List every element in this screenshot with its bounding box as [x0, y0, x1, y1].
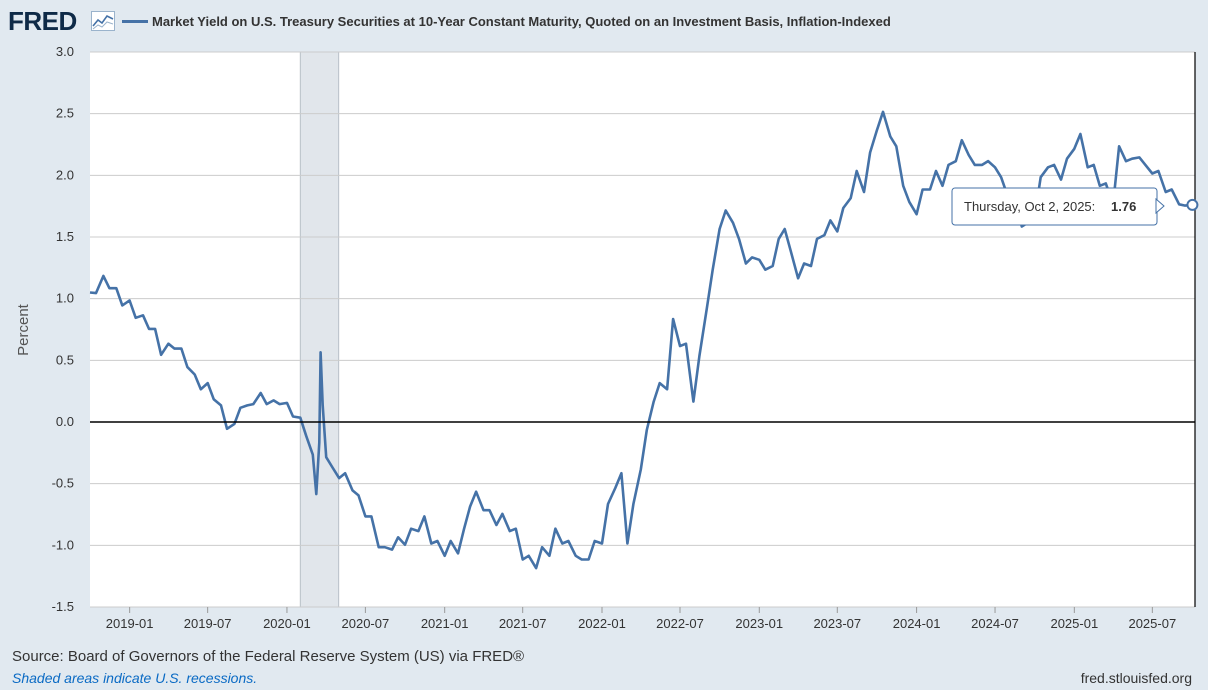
series-title[interactable]: Market Yield on U.S. Treasury Securities… — [152, 14, 891, 29]
tooltip-label: Thursday, Oct 2, 2025: — [964, 199, 1095, 214]
plot-area — [90, 52, 1195, 607]
x-tick-label: 2023-07 — [813, 616, 861, 631]
hover-marker[interactable] — [1186, 198, 1199, 211]
y-tick-label: -1.0 — [52, 537, 74, 552]
x-tick-label: 2022-01 — [578, 616, 626, 631]
x-tick-label: 2020-07 — [342, 616, 390, 631]
site-link[interactable]: fred.stlouisfed.org — [1080, 670, 1192, 686]
y-tick-label: 2.5 — [56, 106, 74, 121]
tooltip-value: 1.76 — [1111, 199, 1136, 214]
x-axis: 2019-01 2019-07 2020-01 2020-07 2021-01 2021-… — [106, 607, 1176, 631]
gridlines — [90, 51, 1195, 608]
x-tick-label: 2025-01 — [1050, 616, 1098, 631]
y-axis: 3.0 2.5 2.0 1.5 1.0 0.5 0.0 -0.5 -1.0 -1.5 — [52, 44, 74, 614]
y-tick-label: -1.5 — [52, 599, 74, 614]
y-tick-label: 0.5 — [56, 352, 74, 367]
y-tick-label: 1.0 — [56, 291, 74, 306]
x-tick-label: 2024-01 — [893, 616, 941, 631]
fred-logo[interactable]: FRED — [8, 6, 77, 36]
recession-bands — [299, 52, 340, 607]
line-chart[interactable]: 3.0 2.5 2.0 1.5 1.0 0.5 0.0 -0.5 -1.0 -1.5 2019-0… — [0, 0, 1208, 640]
legend-swatch — [122, 20, 148, 23]
y-tick-label: -0.5 — [52, 476, 74, 491]
y-tick-label: 1.5 — [56, 229, 74, 244]
x-tick-label: 2025-07 — [1128, 616, 1176, 631]
line-chart-icon — [91, 11, 115, 31]
x-tick-label: 2024-07 — [971, 616, 1019, 631]
y-tick-label: 3.0 — [56, 44, 74, 59]
y-tick-label: 0.0 — [56, 414, 74, 429]
x-tick-label: 2020-01 — [263, 616, 311, 631]
x-tick-label: 2023-01 — [735, 616, 783, 631]
x-tick-label: 2019-07 — [184, 616, 232, 631]
recession-band-0 — [300, 52, 339, 607]
x-tick-label: 2021-01 — [421, 616, 469, 631]
source-note: Source: Board of Governors of the Federa… — [12, 648, 525, 665]
tooltip: Thursday, Oct 2, 2025: 1.76 — [951, 187, 1165, 226]
tooltip-pointer — [1155, 197, 1165, 215]
x-tick-label: 2022-07 — [656, 616, 704, 631]
y-tick-label: 2.0 — [56, 167, 74, 182]
y-axis-label: Percent — [15, 303, 32, 356]
chart-header: FRED Market Yield on U.S. Treasury Secur… — [0, 0, 1208, 44]
x-tick-label: 2021-07 — [499, 616, 547, 631]
recession-note[interactable]: Shaded areas indicate U.S. recessions. — [12, 670, 258, 686]
x-tick-label: 2019-01 — [106, 616, 154, 631]
